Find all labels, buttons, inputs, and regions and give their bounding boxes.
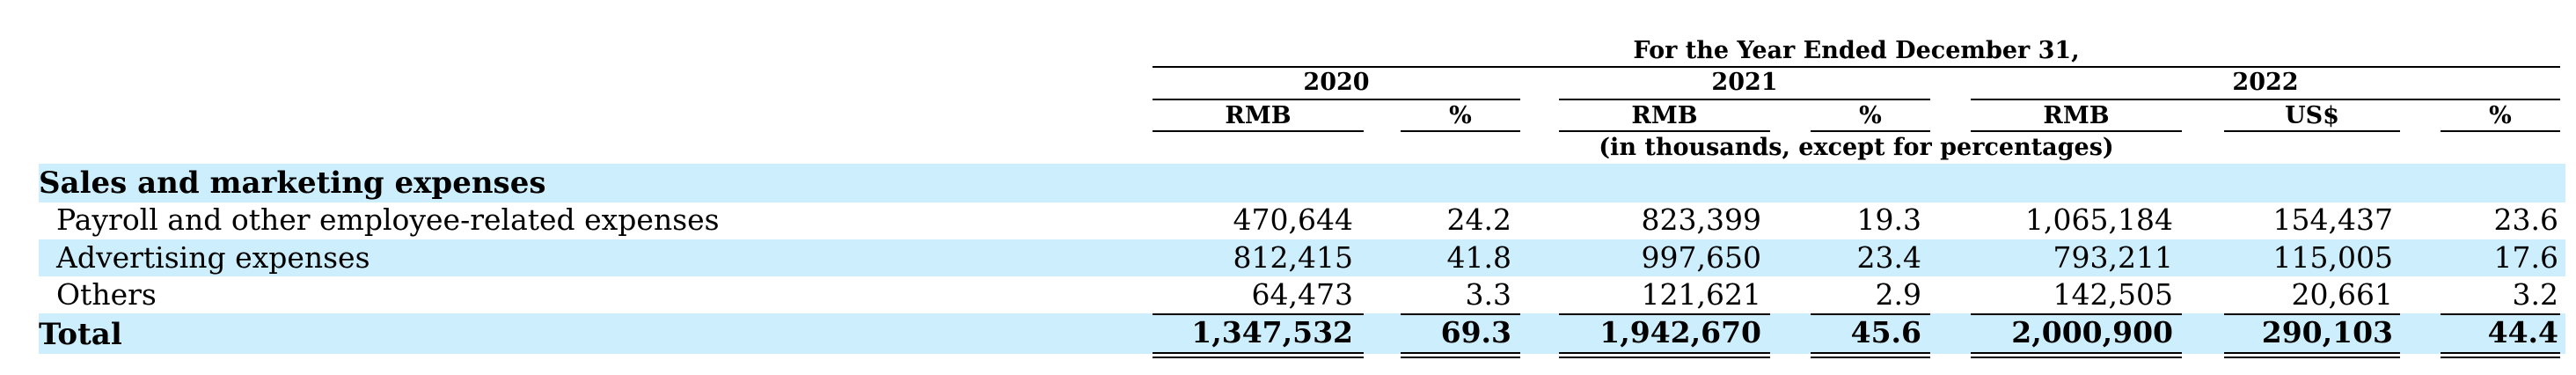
subheader-2020-pct: % — [1449, 102, 1472, 129]
total-top-rule — [2224, 313, 2400, 315]
total-top-rule — [1153, 313, 1364, 315]
total-value: 2,000,900 — [2011, 315, 2173, 349]
row-value: 121,621 — [1641, 277, 1761, 312]
subheader-2022-usd: US$ — [2285, 102, 2339, 129]
total-label: Total — [39, 317, 122, 352]
row-value: 2.9 — [1875, 277, 1921, 312]
row-value: 64,473 — [1251, 277, 1353, 312]
row-value: 3.3 — [1465, 277, 1511, 312]
total-band — [39, 313, 2565, 354]
section-title: Sales and marketing expenses — [39, 165, 546, 201]
subheader-2021-rmb: RMB — [1631, 102, 1698, 129]
year-2022: 2022 — [2232, 69, 2299, 96]
year-2021: 2021 — [1711, 69, 1778, 96]
row-value: 823,399 — [1641, 202, 1761, 237]
total-double-rule — [2224, 352, 2400, 354]
row-value: 812,415 — [1233, 240, 1353, 275]
total-top-rule — [1811, 313, 1930, 315]
unit-note: (in thousands, except for percentages) — [1599, 134, 2114, 161]
section-band — [39, 164, 2565, 202]
subheader-2022-pct: % — [2489, 102, 2512, 129]
year-2021-underline — [1559, 99, 1930, 100]
row-label: Advertising expenses — [56, 240, 370, 275]
row-value: 23.6 — [2493, 202, 2558, 237]
row-value: 154,437 — [2272, 202, 2393, 237]
row-value: 24.2 — [1446, 202, 1511, 237]
row-value: 41.8 — [1446, 240, 1511, 275]
subheader-underline-6 — [2224, 130, 2400, 132]
total-double-rule — [1153, 352, 1364, 354]
total-top-rule — [1971, 313, 2182, 315]
total-double-rule — [1971, 357, 2182, 358]
subheader-2022-rmb: RMB — [2043, 102, 2110, 129]
subheader-underline-7 — [2441, 130, 2560, 132]
total-value: 1,347,532 — [1191, 315, 1353, 349]
row-value: 1,065,184 — [2025, 202, 2173, 237]
subheader-underline-5 — [1971, 130, 2182, 132]
subheader-underline-3 — [1559, 130, 1770, 132]
row-value: 142,505 — [2053, 277, 2173, 312]
total-double-rule — [1559, 352, 1770, 354]
row-value: 19.3 — [1856, 202, 1921, 237]
total-value: 45.6 — [1850, 315, 1921, 349]
total-double-rule — [1971, 352, 2182, 354]
row-value: 115,005 — [2272, 240, 2393, 275]
subheader-2021-pct: % — [1859, 102, 1882, 129]
subheader-underline-4 — [1811, 130, 1930, 132]
period-underline — [1153, 66, 2560, 68]
row-value: 17.6 — [2493, 240, 2558, 275]
row-value: 23.4 — [1856, 240, 1921, 275]
subheader-underline-2 — [1401, 130, 1520, 132]
total-double-rule — [1811, 352, 1930, 354]
total-double-rule — [1811, 357, 1930, 358]
total-value: 290,103 — [2261, 315, 2393, 349]
total-top-rule — [2441, 313, 2560, 315]
total-value: 1,942,670 — [1599, 315, 1761, 349]
total-double-rule — [2441, 352, 2560, 354]
period-title: For the Year Ended December 31, — [1633, 37, 2080, 64]
row-value: 470,644 — [1233, 202, 1353, 237]
year-2020: 2020 — [1303, 69, 1370, 96]
row-value: 793,211 — [2053, 240, 2173, 275]
total-double-rule — [2224, 357, 2400, 358]
total-value: 44.4 — [2487, 315, 2558, 349]
total-top-rule — [1559, 313, 1770, 315]
total-double-rule — [1401, 352, 1520, 354]
subheader-underline-1 — [1153, 130, 1364, 132]
row-value: 997,650 — [1641, 240, 1761, 275]
total-top-rule — [1401, 313, 1520, 315]
row-value: 20,661 — [2291, 277, 2393, 312]
year-2020-underline — [1153, 99, 1520, 100]
total-double-rule — [1401, 357, 1520, 358]
total-double-rule — [1153, 357, 1364, 358]
row-label: Others — [56, 277, 157, 312]
total-double-rule — [2441, 357, 2560, 358]
total-double-rule — [1559, 357, 1770, 358]
row-label: Payroll and other employee-related expen… — [56, 202, 720, 237]
subheader-2020-rmb: RMB — [1225, 102, 1292, 129]
total-value: 69.3 — [1440, 315, 1511, 349]
row-band-advertising — [39, 239, 2565, 276]
row-value: 3.2 — [2512, 277, 2558, 312]
year-2022-underline — [1971, 99, 2560, 100]
